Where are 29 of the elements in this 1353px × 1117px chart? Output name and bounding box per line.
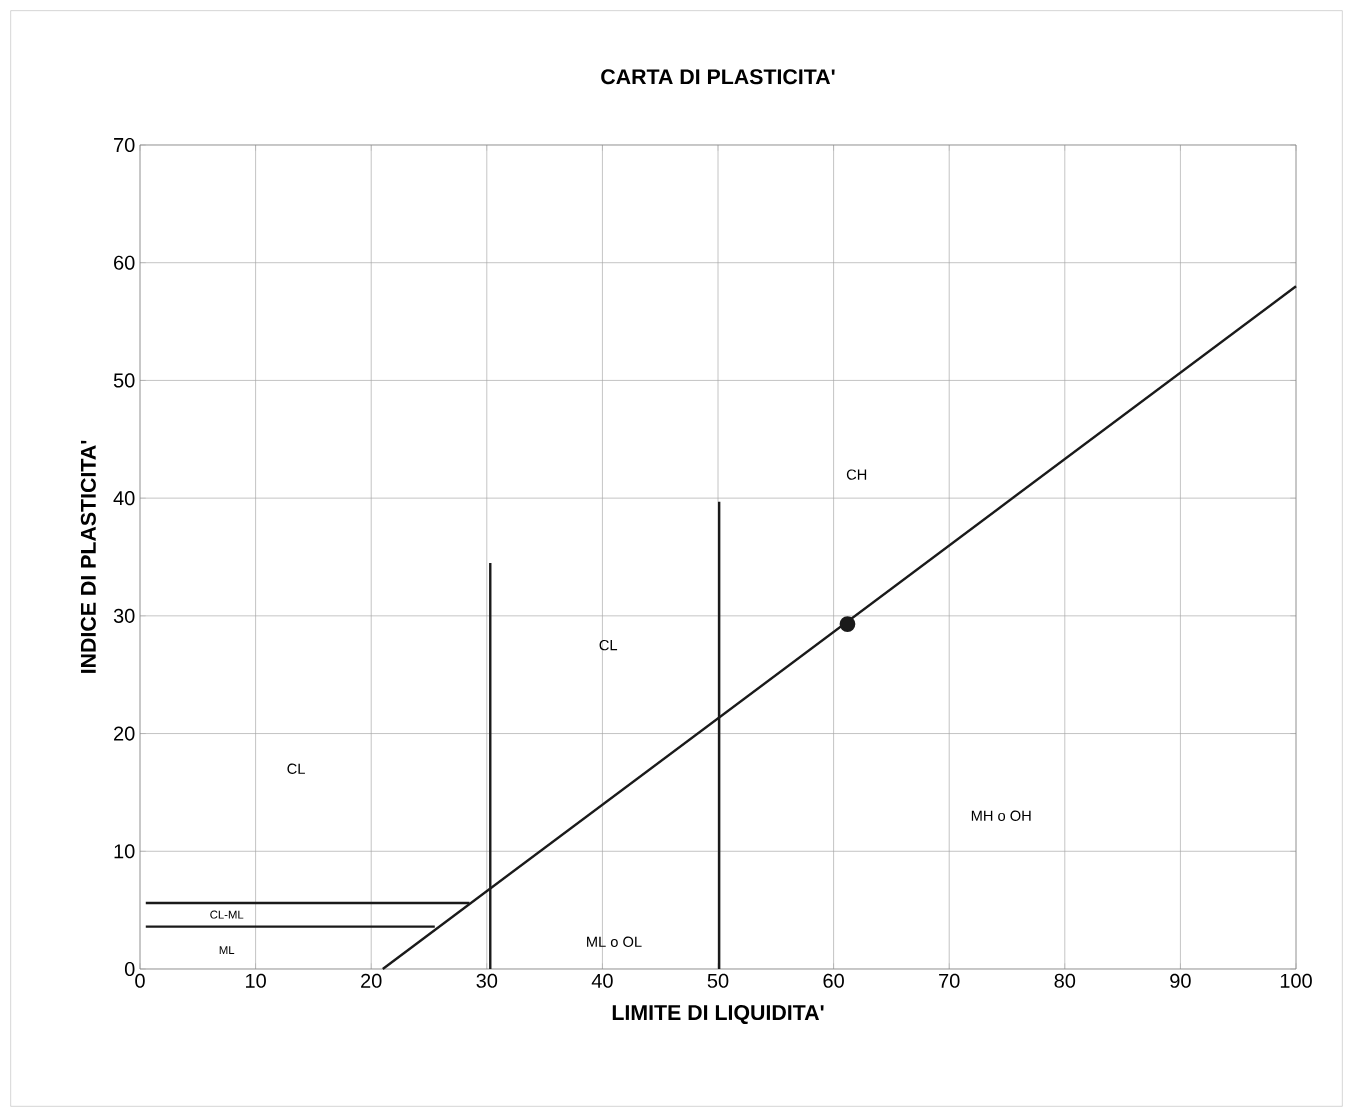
x-tick-label: 0 (135, 973, 145, 988)
y-axis-title: INDICE DI PLASTICITA' (80, 440, 96, 673)
y-tick-label: 70 (114, 137, 135, 153)
y-tick-label: 30 (113, 608, 135, 623)
y-tick-label: 10 (114, 844, 135, 859)
x-tick-label: 20 (361, 973, 382, 988)
y-tick-label: 50 (113, 373, 135, 388)
annotation: CL (599, 639, 618, 651)
chart-title: CARTA DI PLASTICITA' (601, 69, 835, 85)
annotation: ML (219, 946, 235, 954)
y-tick-label: 20 (114, 726, 135, 741)
x-tick-label: 70 (939, 973, 960, 988)
annotation: CL (287, 763, 305, 774)
y-tick-label: 40 (113, 491, 135, 506)
annotation: CH (846, 469, 867, 480)
annotation: MH o OH (971, 810, 1031, 821)
annotation: ML o OL (587, 936, 642, 947)
x-tick-label: 80 (1054, 973, 1076, 988)
x-tick-label: 30 (476, 973, 498, 988)
x-tick-label: 90 (1170, 973, 1191, 988)
x-tick-label: 100 (1280, 973, 1312, 988)
y-tick-label: 0 (124, 961, 135, 977)
x-tick-label: 60 (823, 973, 844, 988)
x-tick-label: 50 (707, 973, 729, 988)
x-tick-label: 40 (591, 973, 613, 988)
x-axis-title: LIMITE DI LIQUIDITA' (612, 1005, 824, 1025)
annotation: CL-ML (210, 910, 244, 919)
y-tick-label: 60 (114, 255, 135, 270)
x-tick-label: 10 (246, 973, 266, 988)
